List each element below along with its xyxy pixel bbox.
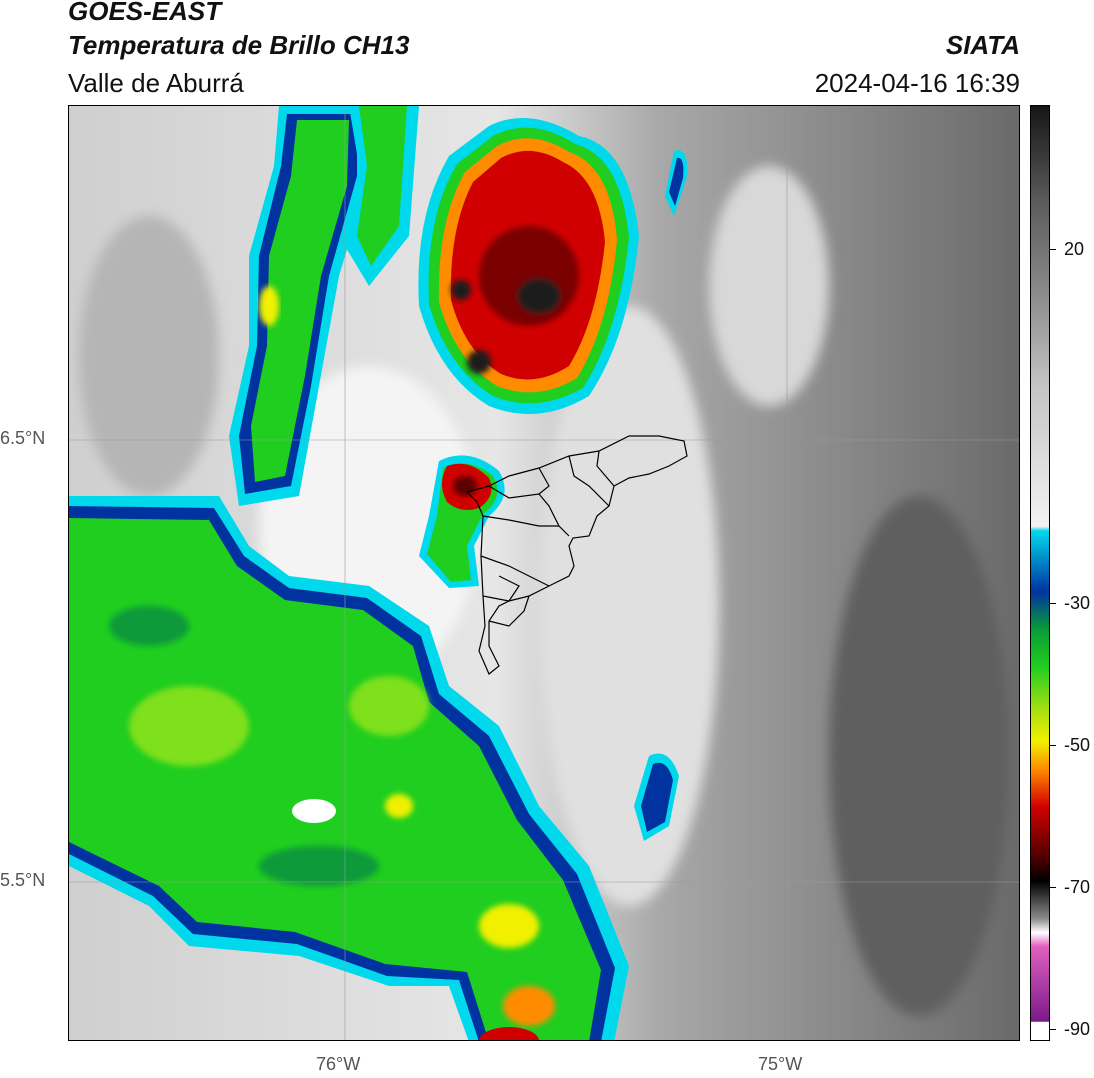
satellite-map[interactable] bbox=[68, 105, 1020, 1041]
municipal-boundaries bbox=[465, 435, 688, 675]
brightness-temperature-field bbox=[69, 106, 1019, 1040]
region-subtitle: Valle de Aburrá bbox=[68, 68, 244, 98]
temperature-colorbar bbox=[1030, 105, 1050, 1041]
cloud-gap bbox=[292, 799, 336, 823]
colorbar-tick bbox=[1050, 603, 1056, 604]
timestamp-label: 2024-04-16 16:39 bbox=[814, 68, 1020, 98]
lon-label-75w: 75°W bbox=[758, 1054, 803, 1074]
colorbar-tick bbox=[1050, 887, 1056, 888]
cloud-band-northwest bbox=[229, 106, 419, 506]
colorbar-tick bbox=[1050, 745, 1056, 746]
satellite-title: GOES-EAST bbox=[68, 0, 222, 26]
convective-cell-aburra bbox=[419, 455, 505, 588]
colorbar-label-20: 20 bbox=[1064, 239, 1085, 259]
cloud-cell-east bbox=[634, 150, 688, 841]
graticule bbox=[69, 106, 1019, 1040]
colorbar-label-minus30: -30 bbox=[1064, 593, 1091, 613]
convective-cell-north bbox=[418, 118, 639, 414]
cloud-mass-southwest bbox=[69, 496, 629, 1040]
colorbar-label-minus90: -90 bbox=[1064, 1019, 1091, 1039]
agency-label: SIATA bbox=[945, 30, 1020, 60]
colorbar-label-minus70: -70 bbox=[1064, 877, 1091, 897]
colorbar-tick bbox=[1050, 249, 1056, 250]
lat-label-5-5n: 5.5°N bbox=[0, 870, 46, 890]
colorbar-gradient bbox=[1031, 106, 1049, 1040]
lat-label-6-5n: 6.5°N bbox=[0, 428, 46, 448]
product-title: Temperatura de Brillo CH13 bbox=[68, 30, 410, 60]
lon-label-76w: 76°W bbox=[316, 1054, 361, 1074]
colorbar-tick bbox=[1050, 1029, 1056, 1030]
colorbar-label-minus50: -50 bbox=[1064, 735, 1091, 755]
